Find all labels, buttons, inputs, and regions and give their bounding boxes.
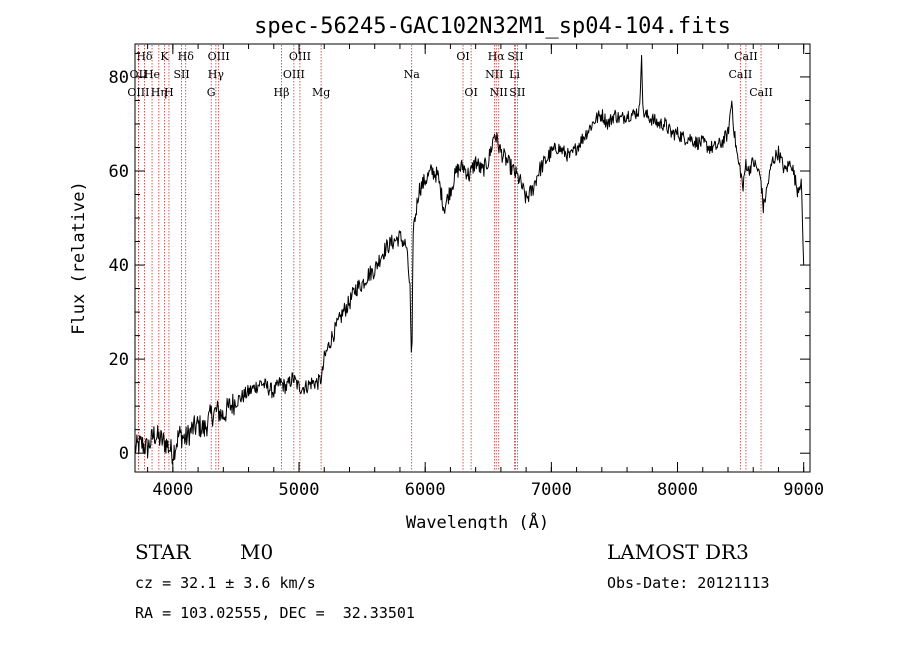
line-marker-label: NII — [490, 86, 508, 99]
line-marker-label: SII — [507, 50, 523, 63]
line-marker-label: OI — [456, 50, 469, 63]
line-marker-label: K — [160, 50, 169, 63]
line-marker-label: CaII — [734, 50, 758, 63]
line-marker-label: Hδ — [178, 50, 195, 63]
line-marker-label: Li — [509, 68, 520, 81]
survey-name: LAMOST DR3 — [607, 540, 749, 564]
line-marker-label: NII — [485, 68, 503, 81]
x-tick-label: 6000 — [405, 480, 446, 500]
line-marker-label: Hδ — [136, 50, 153, 63]
line-marker-label: SII — [509, 86, 525, 99]
x-tick-label: 7000 — [531, 480, 572, 500]
line-marker-label: OIII — [283, 68, 305, 81]
object-class: STAR — [135, 540, 191, 564]
line-marker-label: OIII — [127, 86, 149, 99]
obs-date: Obs-Date: 20121113 — [607, 574, 770, 592]
line-marker-label: H — [164, 86, 174, 99]
line-marker-label: OII — [130, 68, 148, 81]
y-axis-label: Flux (relative) — [69, 181, 89, 335]
y-tick-label: 80 — [109, 68, 129, 88]
line-marker-label: Hα — [488, 50, 506, 63]
line-marker-label: Hγ — [208, 68, 225, 81]
spectrum-chart: spec-56245-GAC102N32M1_sp04-104.fits Hδ OI… — [69, 14, 824, 530]
spectral-subclass: M0 — [240, 540, 274, 564]
line-marker-label: OIII — [289, 50, 311, 63]
x-tick-label: 8000 — [657, 480, 698, 500]
line-marker-label: Na — [404, 68, 421, 81]
coordinates: RA = 103.02555, DEC = 32.33501 — [135, 604, 415, 622]
line-marker-label: CaII — [749, 86, 773, 99]
chart-title: spec-56245-GAC102N32M1_sp04-104.fits — [254, 14, 731, 39]
cz-velocity: cz = 32.1 ± 3.6 km/s — [135, 574, 316, 592]
plot-frame — [134, 43, 811, 473]
line-marker-label: G — [207, 86, 216, 99]
flux-series-line — [134, 54, 805, 465]
line-marker-label: OIII — [208, 50, 230, 63]
line-marker-label: Hβ — [274, 86, 290, 99]
y-tick-label: 60 — [109, 162, 129, 182]
line-marker-label: Mg — [312, 86, 330, 99]
line-marker-label: He — [144, 68, 160, 81]
x-tick-label: 4000 — [152, 480, 193, 500]
line-marker-label: Hη — [151, 86, 167, 99]
y-tick-label: 0 — [119, 444, 129, 464]
line-marker-label: OI — [464, 86, 477, 99]
y-tick-label: 20 — [109, 350, 129, 370]
line-marker-label: CaII — [729, 68, 753, 81]
y-tick-label: 40 — [109, 256, 129, 276]
line-marker-label: SII — [173, 68, 189, 81]
x-tick-label: 5000 — [279, 480, 320, 500]
x-tick-label: 9000 — [783, 480, 824, 500]
x-axis-label: Wavelength (Å) — [406, 511, 549, 530]
